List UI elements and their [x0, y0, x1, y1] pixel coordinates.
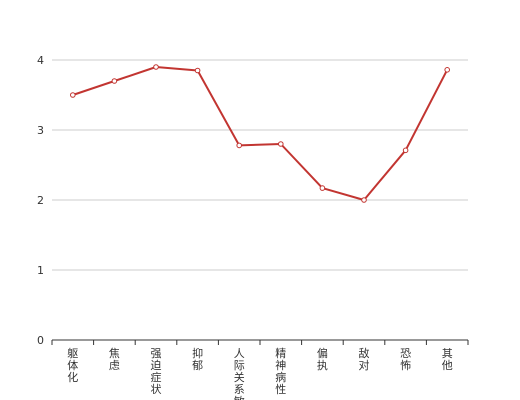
x-tick-label: 偏执 — [317, 346, 328, 372]
data-point[interactable] — [278, 141, 284, 147]
x-tick-label: 精神病性 — [275, 347, 286, 396]
y-tick-label: 4 — [37, 54, 44, 67]
x-tick-label: 其他 — [442, 347, 453, 372]
y-axis: 0 1 2 3 4 — [37, 54, 44, 347]
x-axis: 躯体化 焦虑 强迫症状 抑郁 人际关系敏感 精神病性 偏执 敌对 恐怖 其他 — [51, 339, 469, 400]
x-tick-label: 抑郁 — [192, 346, 203, 372]
data-point[interactable] — [194, 67, 201, 74]
data-point[interactable] — [444, 67, 451, 73]
x-tick-label: 人际关系敏感 — [234, 347, 245, 400]
data-point[interactable] — [70, 92, 76, 98]
data-point[interactable] — [153, 64, 159, 70]
y-tick-label: 2 — [37, 194, 44, 207]
data-point[interactable] — [361, 197, 367, 203]
y-tick-label: 0 — [37, 334, 44, 347]
x-tick-label: 焦虑 — [109, 347, 120, 372]
data-point[interactable] — [236, 142, 242, 149]
x-tick-label: 强迫症状 — [151, 347, 162, 396]
x-tick-label: 躯体化 — [67, 347, 78, 384]
data-point[interactable] — [111, 78, 118, 84]
data-point[interactable] — [319, 185, 326, 191]
data-point[interactable] — [402, 147, 409, 154]
grid-lines — [52, 59, 468, 271]
series-layer — [72, 66, 449, 201]
points-layer — [70, 64, 451, 203]
y-tick-label: 3 — [37, 124, 44, 137]
x-tick-label: 恐怖 — [400, 347, 411, 372]
series-line — [72, 66, 449, 201]
y-tick-label: 1 — [37, 264, 44, 277]
x-tick-label: 敌对 — [359, 346, 370, 372]
